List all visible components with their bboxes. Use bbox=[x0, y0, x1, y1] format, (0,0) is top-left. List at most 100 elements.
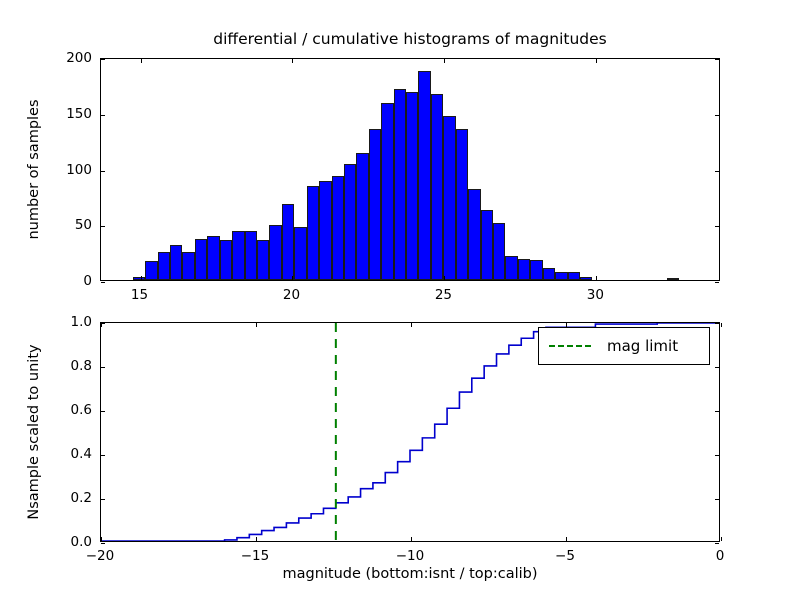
y-tick bbox=[715, 543, 719, 544]
x-tick bbox=[292, 59, 294, 63]
x-tick bbox=[721, 537, 722, 541]
histogram-bar bbox=[132, 276, 146, 280]
histogram-bar bbox=[542, 267, 556, 280]
x-tick bbox=[411, 537, 412, 541]
histogram-bar bbox=[356, 152, 369, 280]
figure-title: differential / cumulative histograms of … bbox=[213, 30, 607, 48]
y-tick-label: 100 bbox=[66, 161, 92, 178]
histogram-bar bbox=[194, 239, 208, 280]
y-tick bbox=[101, 170, 105, 172]
x-tick bbox=[292, 276, 294, 280]
y-tick-label: 0 bbox=[83, 273, 92, 289]
y-tick bbox=[101, 282, 105, 283]
y-tick-label: 0.2 bbox=[70, 490, 92, 506]
x-tick-label: 15 bbox=[130, 287, 149, 303]
y-tick bbox=[101, 411, 105, 412]
histogram-bar bbox=[443, 116, 456, 280]
x-tick bbox=[256, 323, 257, 327]
histogram-bar bbox=[505, 255, 518, 280]
bottom-axis-xlabel: magnitude (bottom:isnt / top:calib) bbox=[282, 566, 538, 582]
histogram-bar bbox=[517, 259, 531, 280]
y-tick bbox=[101, 543, 105, 544]
histogram-bar bbox=[232, 231, 245, 280]
histogram-bar bbox=[418, 71, 431, 280]
histogram-bar bbox=[555, 272, 568, 280]
y-tick bbox=[715, 455, 719, 456]
histogram-bar bbox=[430, 94, 444, 280]
histogram-bar bbox=[468, 189, 481, 280]
mag-limit-dashed-icon bbox=[549, 345, 591, 347]
histogram-bar bbox=[219, 240, 233, 280]
x-tick-label: 25 bbox=[434, 287, 453, 303]
cumulative-histogram-plotarea bbox=[101, 323, 719, 541]
x-tick bbox=[411, 323, 412, 327]
legend: mag limit bbox=[538, 327, 710, 365]
x-tick bbox=[256, 537, 257, 541]
y-tick bbox=[101, 323, 105, 324]
differential-histogram-plotarea bbox=[101, 59, 719, 280]
x-tick-label: 20 bbox=[282, 287, 301, 303]
y-tick-label: 0.0 bbox=[70, 534, 92, 550]
y-tick bbox=[715, 226, 719, 228]
bottom-axis-ylabel: Nsample scaled to unity bbox=[26, 344, 42, 520]
x-tick bbox=[101, 537, 102, 541]
x-tick bbox=[101, 323, 102, 327]
y-tick-label: 0.4 bbox=[70, 446, 92, 462]
y-tick bbox=[715, 59, 719, 60]
x-tick bbox=[140, 276, 142, 280]
x-tick bbox=[444, 59, 446, 63]
x-tick-label: 30 bbox=[586, 287, 604, 303]
cumulative-curve-svg bbox=[101, 323, 719, 541]
histogram-bar bbox=[294, 226, 307, 280]
y-tick-label: 50 bbox=[74, 217, 92, 234]
y-tick bbox=[101, 455, 105, 456]
histogram-bar bbox=[145, 261, 158, 280]
histogram-bar bbox=[331, 176, 344, 280]
histogram-bar bbox=[368, 128, 382, 280]
y-tick bbox=[715, 367, 719, 368]
y-tick bbox=[101, 59, 105, 60]
x-tick bbox=[721, 323, 722, 327]
histogram-bar bbox=[306, 186, 320, 280]
histogram-bar bbox=[319, 180, 332, 280]
legend-label-mag-limit: mag limit bbox=[607, 337, 679, 355]
x-tick-label: 0 bbox=[715, 548, 725, 564]
cumulative-curve bbox=[101, 323, 719, 541]
x-tick bbox=[140, 59, 142, 63]
histogram-bar bbox=[530, 260, 543, 280]
y-tick bbox=[715, 282, 719, 283]
histogram-bar bbox=[257, 240, 270, 280]
y-tick-label: 0.8 bbox=[70, 358, 92, 374]
histogram-bar bbox=[182, 252, 195, 280]
x-tick bbox=[566, 537, 567, 541]
y-tick bbox=[715, 170, 719, 172]
histogram-bar bbox=[493, 222, 506, 280]
y-tick bbox=[101, 226, 105, 228]
x-tick-label: −5 bbox=[555, 548, 575, 564]
x-tick-label: −20 bbox=[85, 548, 115, 564]
y-tick bbox=[101, 367, 105, 368]
differential-histogram-axes bbox=[100, 58, 720, 283]
y-tick bbox=[101, 114, 105, 116]
x-tick bbox=[596, 59, 598, 63]
y-tick bbox=[715, 499, 719, 500]
histogram-bar bbox=[244, 231, 257, 280]
histogram-bar bbox=[480, 210, 493, 280]
x-tick bbox=[596, 276, 598, 280]
histogram-bar bbox=[455, 128, 469, 280]
histogram-bar bbox=[666, 277, 680, 280]
histogram-bar bbox=[157, 252, 171, 280]
y-tick bbox=[715, 114, 719, 116]
histogram-bar bbox=[567, 272, 580, 280]
x-tick-label: −10 bbox=[395, 548, 425, 564]
y-tick bbox=[715, 411, 719, 412]
histogram-bar bbox=[579, 276, 593, 280]
histogram-bar bbox=[281, 203, 295, 280]
x-tick bbox=[566, 323, 567, 327]
y-tick bbox=[101, 499, 105, 500]
y-tick-label: 200 bbox=[66, 50, 92, 66]
y-tick-label: 150 bbox=[66, 105, 92, 122]
y-tick bbox=[715, 323, 719, 324]
x-tick bbox=[444, 276, 446, 280]
